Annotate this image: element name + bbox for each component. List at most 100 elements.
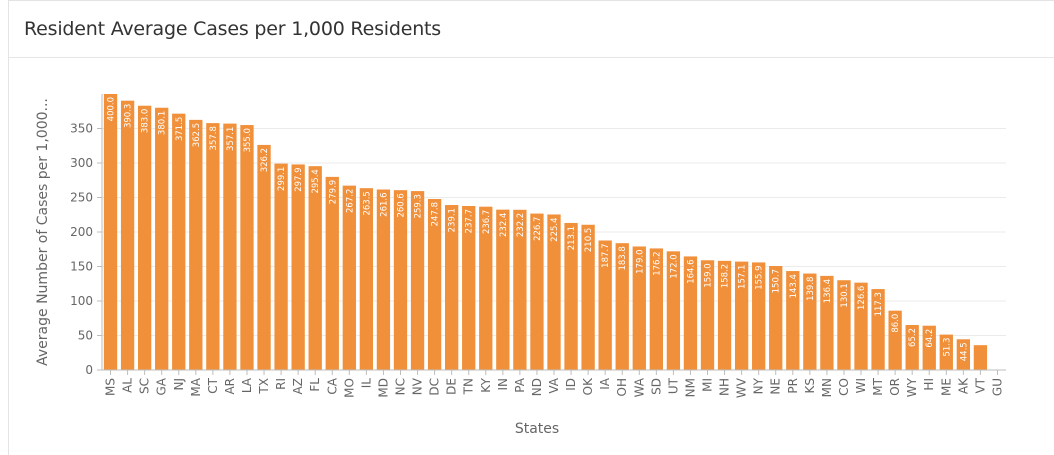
bar-vt[interactable] (973, 345, 988, 370)
x-tick-label: KS (803, 378, 817, 394)
bar-tx[interactable] (257, 144, 271, 370)
bar-ny[interactable] (752, 262, 766, 370)
x-tick-label: MN (820, 378, 834, 397)
bar-data-label: 159.0 (704, 263, 714, 287)
bar-data-label: 362.5 (192, 123, 202, 147)
bar-wv[interactable] (734, 261, 749, 370)
x-tick-label: AR (223, 378, 237, 395)
bar-me[interactable] (939, 334, 953, 370)
x-tick-label: NC (393, 378, 407, 395)
bar-data-label: 263.5 (362, 191, 372, 215)
x-tick-label: AZ (291, 378, 305, 394)
bar-nc[interactable] (393, 190, 408, 370)
bar-data-label: 390.3 (124, 104, 134, 128)
x-tick-label: FL (308, 378, 322, 392)
bar-data-label: 261.6 (379, 192, 389, 216)
bar-fl[interactable] (308, 166, 322, 370)
bar-ak[interactable] (956, 339, 971, 370)
bar-ut[interactable] (666, 251, 681, 370)
y-tick-label: 50 (78, 329, 93, 343)
x-tick-label: PA (513, 377, 527, 392)
x-tick-label: GU (990, 378, 1004, 396)
bar-data-label: 295.4 (311, 169, 321, 193)
bar-ga[interactable] (155, 107, 169, 370)
x-tick-label: IN (496, 378, 510, 391)
bar-or[interactable] (888, 310, 902, 370)
bar-data-label: 139.8 (806, 277, 816, 301)
bar-de[interactable] (445, 205, 459, 370)
bar-nm[interactable] (683, 256, 698, 370)
x-tick-label: MA (189, 377, 203, 396)
x-tick-label: CO (837, 378, 851, 396)
bar-mi[interactable] (700, 260, 715, 370)
bar-pr[interactable] (786, 271, 800, 370)
x-tick-label: GA (155, 377, 169, 395)
bar-data-label: 380.1 (158, 111, 168, 135)
y-tick-label: 100 (70, 294, 93, 308)
bar-mt[interactable] (871, 289, 885, 370)
x-tick-label: WV (735, 377, 749, 398)
bar-co[interactable] (837, 280, 851, 370)
bar-data-label: 400.0 (107, 97, 117, 121)
bar-data-label: 279.9 (328, 180, 338, 204)
x-tick-label: IL (359, 378, 373, 389)
bar-data-label: 247.8 (431, 202, 441, 226)
bar-data-label: 164.6 (686, 259, 696, 283)
bar-sc[interactable] (137, 105, 152, 370)
x-tick-label: NE (769, 378, 783, 395)
x-tick-label: PR (786, 378, 800, 394)
bar-ks[interactable] (803, 273, 817, 370)
bar-nv[interactable] (410, 191, 425, 370)
bar-ky[interactable] (479, 206, 493, 370)
bar-ne[interactable] (769, 266, 783, 370)
panel-header: Resident Average Cases per 1,000 Residen… (9, 1, 1054, 58)
x-tick-label: ME (939, 378, 953, 396)
bar-az[interactable] (291, 164, 305, 370)
x-tick-label: VA (547, 377, 561, 393)
bar-nj[interactable] (172, 113, 186, 370)
bar-ms[interactable] (103, 94, 118, 370)
bar-pa[interactable] (513, 209, 527, 370)
bar-data-label: 225.4 (550, 217, 560, 241)
x-tick-label: MD (376, 378, 390, 398)
x-tick-label: RI (274, 378, 288, 390)
bar-ma[interactable] (189, 119, 203, 370)
bar-in[interactable] (496, 209, 510, 370)
bar-oh[interactable] (615, 243, 629, 370)
x-tick-label: WA (632, 377, 646, 397)
bar-data-label: 355.0 (243, 128, 253, 152)
bar-id[interactable] (564, 222, 578, 370)
bar-sd[interactable] (649, 248, 663, 370)
y-tick-label: 0 (85, 363, 93, 377)
x-tick-label: OR (888, 378, 902, 396)
bar-mo[interactable] (342, 185, 356, 370)
x-tick-label: SC (138, 378, 152, 394)
bar-data-label: 371.5 (175, 117, 185, 141)
bar-data-label: 237.7 (465, 209, 475, 233)
x-tick-label: AL (121, 378, 135, 393)
bar-data-label: 130.1 (840, 283, 850, 307)
bar-tn[interactable] (462, 205, 476, 370)
bar-ca[interactable] (325, 176, 339, 370)
x-tick-label: CA (325, 377, 339, 394)
bar-il[interactable] (359, 188, 374, 370)
bar-ok[interactable] (581, 224, 595, 370)
bar-wy[interactable] (905, 325, 919, 370)
bar-ri[interactable] (274, 163, 288, 370)
bar-nd[interactable] (530, 213, 544, 370)
bar-dc[interactable] (427, 199, 442, 370)
bar-va[interactable] (547, 214, 561, 370)
bar-al[interactable] (120, 100, 135, 371)
bar-ar[interactable] (223, 123, 237, 370)
bar-la[interactable] (240, 125, 254, 370)
bar-ia[interactable] (598, 240, 612, 370)
bar-md[interactable] (376, 189, 391, 370)
bar-mn[interactable] (820, 275, 834, 370)
bar-hi[interactable] (922, 325, 936, 370)
bar-nh[interactable] (717, 260, 732, 370)
bar-wa[interactable] (632, 246, 646, 370)
bar-data-label: 150.7 (772, 269, 782, 293)
bar-ct[interactable] (206, 123, 220, 370)
bar-wi[interactable] (854, 282, 868, 370)
